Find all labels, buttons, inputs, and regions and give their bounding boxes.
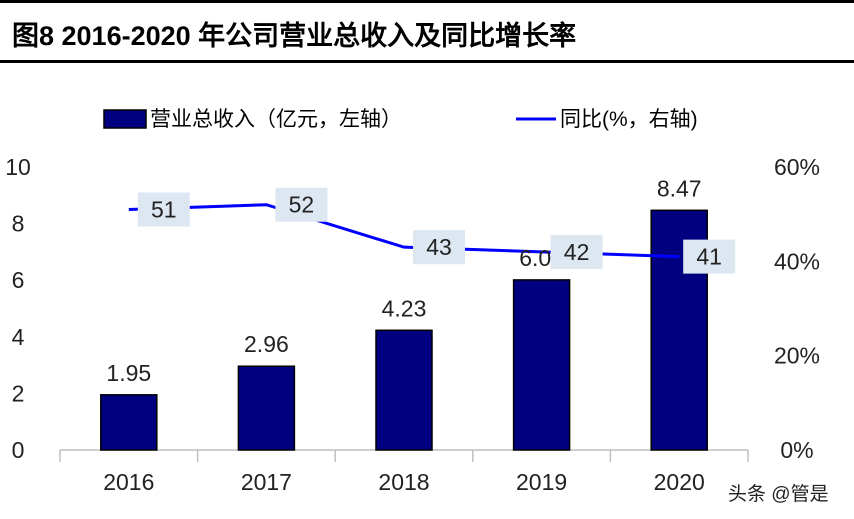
legend-bar-label: 营业总收入（亿元，左轴） [150, 108, 402, 131]
left-y-tick-label: 0 [12, 437, 25, 463]
legend-bar-swatch [103, 109, 147, 129]
line-label-box [275, 187, 328, 222]
line-data-label: 51 [151, 196, 177, 222]
left-y-tick-label: 6 [12, 267, 25, 293]
bar-data-label: 1.95 [106, 360, 151, 386]
legend: 营业总收入（亿元，左轴） 同比(%，右轴) [103, 108, 698, 131]
right-y-tick-label: 40% [774, 248, 820, 274]
line-label-box [683, 239, 736, 274]
left-y-tick-label: 2 [12, 380, 25, 406]
line-data-label: 43 [426, 234, 452, 260]
left-y-tick-label: 8 [12, 211, 25, 237]
legend-line-label: 同比(%，右轴) [560, 108, 698, 131]
bar-2017 [237, 365, 296, 451]
line-data-label: 42 [564, 239, 590, 265]
line-data-label: 41 [696, 244, 722, 270]
line-label-box [413, 230, 465, 265]
watermark: 头条 @管是 [728, 483, 829, 505]
bar-data-label: 2.96 [244, 331, 289, 357]
x-tick-label: 2018 [378, 469, 429, 495]
x-tick-label: 2017 [241, 469, 292, 495]
right-y-tick-label: 0% [780, 437, 813, 463]
right-y-tick-label: 20% [774, 343, 820, 369]
line-label-box [550, 234, 603, 269]
line-label-box [137, 192, 190, 227]
right-y-tick-label: 60% [774, 154, 820, 180]
x-tick-label: 2019 [516, 469, 567, 495]
x-tick-label: 2020 [654, 469, 705, 495]
bar-2016 [100, 394, 158, 451]
x-tick-label: 2016 [103, 469, 154, 495]
bar-data-label: 4.23 [382, 295, 427, 321]
bar-data-label: 8.47 [657, 175, 702, 201]
line-data-label: 52 [289, 192, 315, 218]
left-y-tick-label: 4 [12, 324, 25, 350]
bar-2018 [375, 329, 433, 451]
figure-title: 图8 2016-2020 年公司营业总收入及同比增长率 [12, 21, 577, 51]
top-rule [0, 0, 854, 3]
bar-2019 [512, 279, 571, 451]
title-rule [0, 60, 854, 63]
left-y-tick-label: 10 [5, 154, 31, 180]
